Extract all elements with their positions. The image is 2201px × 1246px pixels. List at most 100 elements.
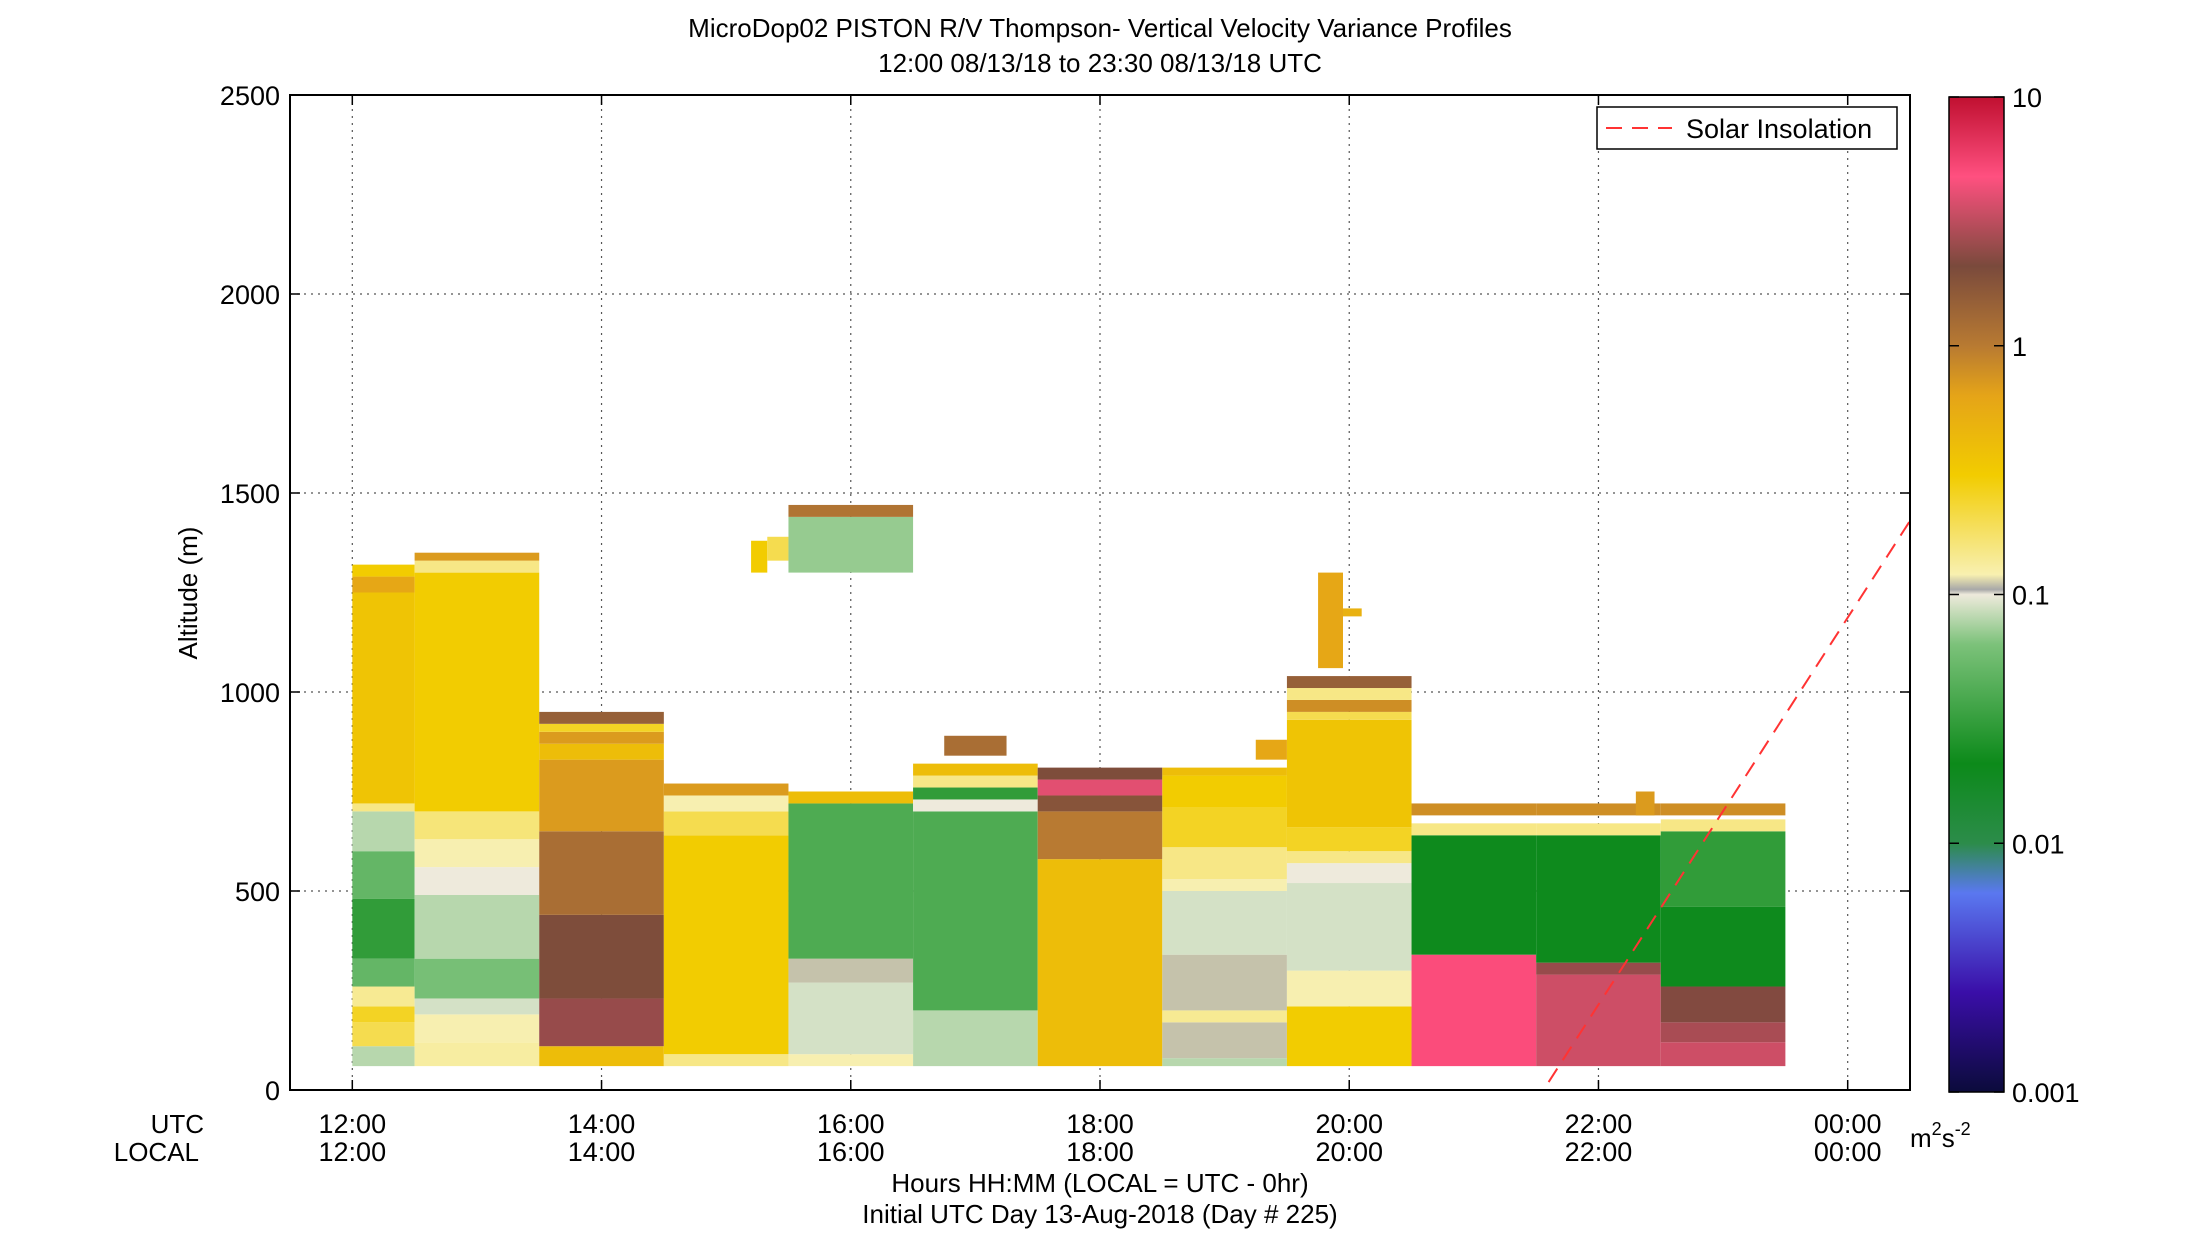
variance-cell-c2-s4 [539, 759, 664, 832]
variance-cell-c5-s4 [913, 775, 1038, 788]
variance-cell-c1-s5 [414, 867, 540, 895]
variance-cell-c0-s2 [352, 1006, 415, 1023]
variance-cell-c7-s3 [1162, 954, 1287, 1011]
variance-cell-c10-s3 [1536, 823, 1661, 836]
variance-cells [352, 504, 1786, 1067]
variance-cell-c10-s2 [1536, 835, 1661, 963]
variance-cell-c9-s1 [1411, 835, 1537, 955]
x-tick-label-utc-0: 12:00 [319, 1109, 387, 1139]
variance-cell-c1-s10 [414, 552, 540, 561]
variance-cell-c2-s7 [539, 723, 664, 732]
variance-cell-c3-s2 [663, 811, 789, 836]
variance-cell-c6-s0 [1037, 859, 1163, 1067]
variance-cell-c5-s5 [913, 763, 1038, 776]
variance-cell-c1-s4 [414, 894, 540, 959]
variance-cell-c1-s2 [414, 998, 540, 1015]
x-tick-label-local-3: 18:00 [1066, 1137, 1134, 1167]
variance-cell-c7-s4 [1162, 891, 1287, 955]
variance-cell-c2-s6 [539, 731, 664, 744]
x-row-label-utc: UTC [151, 1109, 204, 1139]
variance-cell-c1-s8 [414, 572, 540, 812]
variance-cell-c10-s1 [1536, 962, 1661, 975]
variance-cell-c4-s4 [788, 791, 914, 804]
variance-cell-c2-s0 [539, 1046, 664, 1067]
variance-cell-c4-s1 [788, 982, 914, 1055]
x-axis-label: Hours HH:MM (LOCAL = UTC - 0hr) [891, 1168, 1308, 1198]
colorbar-tick-label-1: 0.01 [2012, 829, 2065, 859]
variance-cell-c5-s2 [913, 799, 1038, 812]
variance-cell-c3-s3 [663, 795, 789, 812]
variance-cell-isolated-0 [751, 540, 768, 573]
variance-cell-c11-s1 [1660, 1022, 1786, 1043]
y-tick-label-0: 0 [265, 1076, 280, 1106]
variance-cell-c9-s2 [1411, 823, 1537, 836]
variance-cell-c8-s10 [1286, 676, 1412, 689]
variance-cell-c7-s2 [1162, 1010, 1287, 1023]
variance-cell-c2-s5 [539, 743, 664, 760]
variance-cell-c4-s3 [788, 803, 914, 959]
solar-insolation-line [1547, 520, 1910, 1083]
legend-label-solar-insolation: Solar Insolation [1686, 114, 1872, 144]
variance-cell-c8-s4 [1286, 851, 1412, 864]
variance-cell-c7-s0 [1162, 1058, 1287, 1067]
variance-cell-c2-s8 [539, 711, 664, 724]
variance-cell-c0-s10 [352, 576, 415, 593]
x-tick-label-utc-4: 20:00 [1315, 1109, 1383, 1139]
variance-cell-c11-s5 [1660, 819, 1786, 832]
variance-cell-c7-s5 [1162, 879, 1287, 891]
variance-cell-isolated-6 [1343, 608, 1362, 617]
variance-cell-c1-s6 [414, 839, 540, 868]
variance-cell-c0-s9 [352, 592, 415, 804]
variance-cell-isolated-4 [1255, 739, 1287, 760]
variance-cell-isolated-5 [1318, 572, 1343, 669]
x-tick-label-utc-5: 22:00 [1565, 1109, 1633, 1139]
variance-cell-isolated-2 [788, 516, 914, 573]
variance-cell-c0-s4 [352, 958, 415, 987]
x-tick-label-utc-6: 00:00 [1814, 1109, 1882, 1139]
colorbar-tick-label-2: 0.1 [2012, 581, 2050, 611]
variance-cell-c8-s7 [1286, 711, 1412, 720]
colorbar-tick-label-3: 1 [2012, 332, 2027, 362]
variance-cell-c6-s4 [1037, 767, 1163, 780]
variance-cell-c11-s2 [1660, 986, 1786, 1023]
x-tick-label-utc-2: 16:00 [817, 1109, 885, 1139]
variance-cell-c7-s6 [1162, 847, 1287, 880]
variance-cell-c3-s1 [663, 835, 789, 1055]
variance-cell-c3-s4 [663, 783, 789, 796]
variance-cell-c9-s3 [1411, 803, 1537, 816]
variance-cell-c1-s0 [414, 1042, 540, 1067]
variance-cell-c7-s1 [1162, 1022, 1287, 1059]
variance-cell-c0-s11 [352, 564, 415, 577]
variance-cell-c1-s1 [414, 1014, 540, 1043]
variance-cell-c8-s5 [1286, 827, 1412, 852]
colorbar-units: m2s-2 [1910, 1119, 1971, 1153]
variance-cell-c7-s8 [1162, 775, 1287, 808]
variance-cell-c0-s8 [352, 803, 415, 812]
x-tick-label-local-5: 22:00 [1565, 1137, 1633, 1167]
variance-cell-c0-s6 [352, 851, 415, 899]
variance-cell-c0-s5 [352, 898, 415, 959]
variance-cell-isolated-1 [767, 536, 789, 561]
x-axis-label-day: Initial UTC Day 13-Aug-2018 (Day # 225) [862, 1199, 1337, 1229]
variance-cell-c5-s1 [913, 811, 1038, 1011]
variance-cell-c1-s7 [414, 811, 540, 840]
variance-cell-isolated-7 [944, 735, 1007, 756]
variance-cell-c11-s3 [1660, 906, 1786, 987]
variance-cell-c2-s2 [539, 914, 664, 999]
x-tick-label-local-0: 12:00 [319, 1137, 387, 1167]
x-row-label-local: LOCAL [114, 1137, 199, 1167]
variance-cell-c10-s4 [1536, 803, 1661, 816]
variance-cell-c7-s9 [1162, 767, 1287, 776]
x-tick-label-utc-3: 18:00 [1066, 1109, 1134, 1139]
x-tick-label-utc-1: 14:00 [568, 1109, 636, 1139]
x-tick-label-local-1: 14:00 [568, 1137, 636, 1167]
colorbar-tick-label-4: 10 [2012, 83, 2042, 113]
y-axis-label: Altitude (m) [173, 527, 203, 660]
variance-cell-c8-s1 [1286, 970, 1412, 1007]
variance-cell-isolated-8 [1635, 791, 1655, 816]
variance-cell-c5-s3 [913, 787, 1038, 800]
variance-cell-c1-s3 [414, 958, 540, 999]
x-tick-label-local-2: 16:00 [817, 1137, 885, 1167]
variance-cell-c4-s0 [788, 1054, 914, 1067]
